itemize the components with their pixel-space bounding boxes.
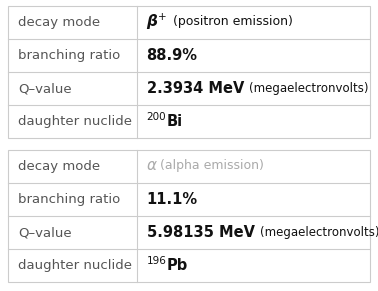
Text: Q–value: Q–value (18, 226, 71, 239)
Text: branching ratio: branching ratio (18, 193, 120, 206)
Text: branching ratio: branching ratio (18, 49, 120, 62)
Text: β: β (147, 14, 157, 29)
Text: 5.98135 MeV: 5.98135 MeV (147, 225, 254, 240)
Text: decay mode: decay mode (18, 16, 100, 29)
Text: (alpha emission): (alpha emission) (160, 159, 263, 172)
Text: (megaelectronvolts): (megaelectronvolts) (260, 226, 378, 239)
Text: 2.3934 MeV: 2.3934 MeV (147, 81, 244, 96)
Text: 196: 196 (147, 255, 166, 265)
Text: 11.1%: 11.1% (147, 192, 198, 207)
Text: Q–value: Q–value (18, 82, 71, 95)
Bar (8, 150, 370, 282)
Text: 200: 200 (147, 111, 166, 122)
Text: decay mode: decay mode (18, 160, 100, 173)
Text: (positron emission): (positron emission) (169, 15, 293, 28)
Text: +: + (158, 13, 167, 22)
Text: (megaelectronvolts): (megaelectronvolts) (249, 82, 369, 95)
Text: daughter nuclide: daughter nuclide (18, 115, 132, 128)
Bar (8, 6, 370, 138)
Text: α: α (147, 158, 156, 173)
Text: daughter nuclide: daughter nuclide (18, 259, 132, 272)
Text: Pb: Pb (166, 258, 187, 273)
Text: 88.9%: 88.9% (147, 48, 198, 63)
Text: Bi: Bi (166, 114, 182, 129)
